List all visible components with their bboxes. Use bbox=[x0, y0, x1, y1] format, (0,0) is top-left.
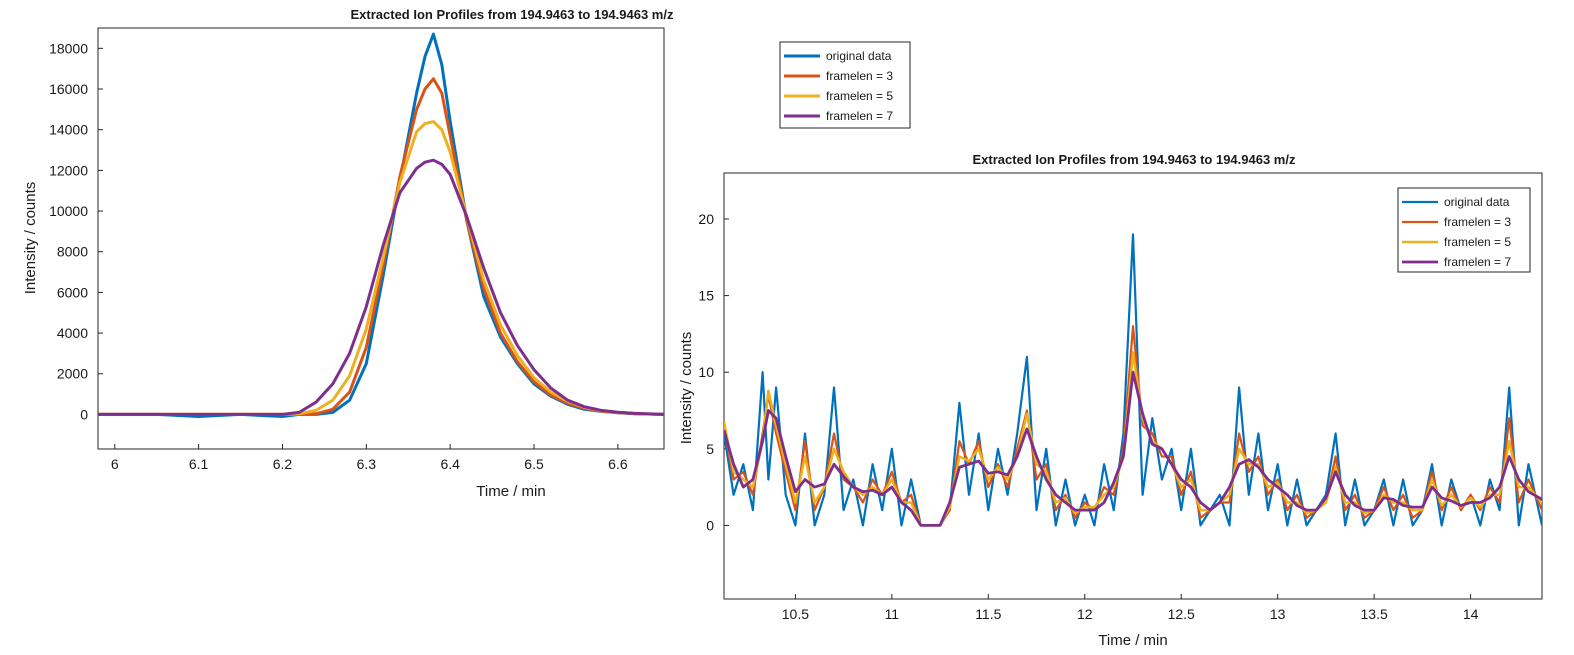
x-tick-label: 11 bbox=[885, 606, 900, 622]
x-tick-label: 11.5 bbox=[975, 606, 1001, 622]
chart-right-ylabel: Intensity / counts bbox=[678, 332, 695, 445]
x-tick-label: 6.4 bbox=[440, 456, 460, 472]
legend-label: framelen = 5 bbox=[826, 89, 893, 103]
y-tick-label: 5 bbox=[706, 441, 714, 457]
y-tick-label: 16000 bbox=[49, 81, 88, 97]
x-tick-label: 6.6 bbox=[608, 456, 628, 472]
chart-left-xlabel: Time / min bbox=[476, 483, 545, 500]
chart-right: Extracted Ion Profiles from 194.9463 to … bbox=[672, 132, 1574, 655]
chart-left-ylabel: Intensity / counts bbox=[22, 182, 39, 295]
y-tick-label: 14000 bbox=[49, 122, 88, 138]
y-tick-label: 15 bbox=[698, 288, 714, 304]
chart-left-series bbox=[98, 32, 664, 418]
legend-label: original data bbox=[826, 49, 892, 63]
x-tick-label: 14 bbox=[1463, 606, 1479, 622]
x-tick-label: 6.1 bbox=[189, 456, 209, 472]
y-tick-label: 18000 bbox=[49, 40, 88, 56]
chart-left-y-axis: 0 2000 4000 6000 8000 10000 12000 14000 16000 180… bbox=[49, 40, 103, 422]
chart-left-legend: original data framelen = 3 framelen = 5 fra… bbox=[779, 41, 911, 129]
x-tick-label: 6.3 bbox=[357, 456, 377, 472]
legend-label: framelen = 3 bbox=[1444, 215, 1511, 229]
chart-right-series bbox=[724, 233, 1542, 527]
legend-label: framelen = 3 bbox=[826, 69, 893, 83]
x-tick-label: 13.5 bbox=[1361, 606, 1388, 622]
series-line-framelen-7 bbox=[98, 158, 664, 416]
y-tick-label: 8000 bbox=[57, 244, 88, 260]
y-tick-label: 0 bbox=[80, 406, 88, 422]
y-tick-label: 12000 bbox=[49, 162, 88, 178]
legend-label: framelen = 7 bbox=[1444, 255, 1511, 269]
chart-right-y-axis: 0 5 10 15 20 bbox=[698, 211, 729, 533]
x-tick-label: 6 bbox=[111, 456, 119, 472]
chart-left-title: Extracted Ion Profiles from 194.9463 to … bbox=[351, 7, 674, 22]
y-tick-label: 10000 bbox=[49, 203, 88, 219]
chart-left-plot-area bbox=[97, 27, 665, 450]
legend-label: framelen = 5 bbox=[1444, 235, 1511, 249]
legend-label: original data bbox=[1444, 195, 1510, 209]
series-line-framelen-7 bbox=[724, 370, 1542, 527]
x-tick-label: 6.5 bbox=[524, 456, 544, 472]
chart-right-legend: original data framelen = 3 framelen = 5 fra… bbox=[1397, 187, 1531, 273]
chart-right-title: Extracted Ion Profiles from 194.9463 to … bbox=[973, 152, 1296, 167]
x-tick-label: 13 bbox=[1270, 606, 1286, 622]
x-tick-label: 12.5 bbox=[1168, 606, 1195, 622]
y-tick-label: 0 bbox=[706, 517, 714, 533]
x-tick-label: 12 bbox=[1077, 606, 1093, 622]
y-tick-label: 6000 bbox=[57, 284, 88, 300]
x-tick-label: 10.5 bbox=[782, 606, 809, 622]
chart-left: Extracted Ion Profiles from 194.9463 to … bbox=[22, 7, 674, 500]
x-tick-label: 6.2 bbox=[273, 456, 293, 472]
chart-left-x-axis: 6 6.1 6.2 6.3 6.4 6.5 6.6 bbox=[111, 444, 628, 472]
y-tick-label: 4000 bbox=[57, 325, 88, 341]
chart-right-x-axis: 10.5 11 11.5 12 12.5 13 13.5 14 bbox=[782, 594, 1479, 622]
chart-right-xlabel: Time / min bbox=[1098, 632, 1167, 649]
y-tick-label: 10 bbox=[698, 364, 714, 380]
y-tick-label: 2000 bbox=[57, 366, 88, 382]
legend-label: framelen = 7 bbox=[826, 109, 893, 123]
y-tick-label: 20 bbox=[698, 211, 714, 227]
